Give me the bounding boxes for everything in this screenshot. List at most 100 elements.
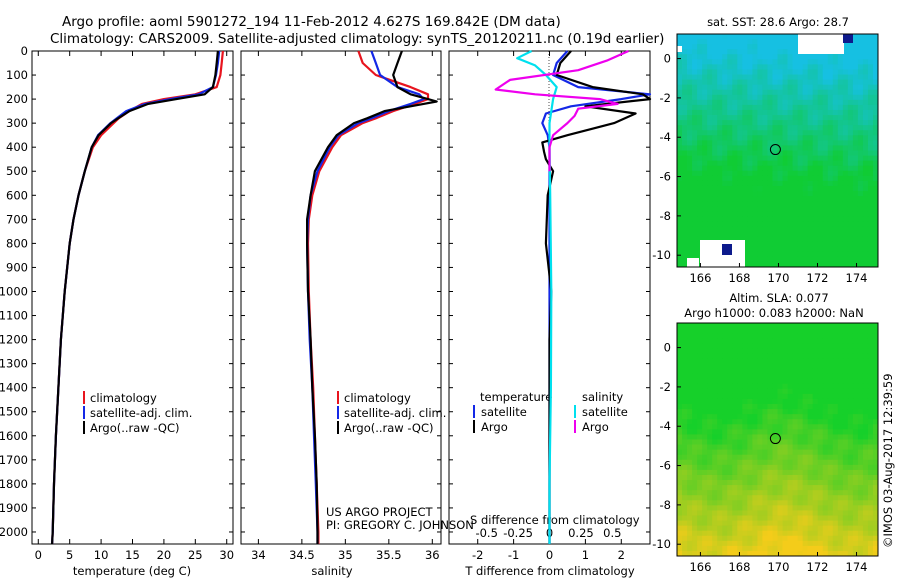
heatmap-cell xyxy=(742,261,748,268)
heatmap-cell xyxy=(857,510,864,516)
heatmap-cell xyxy=(762,216,768,222)
heatmap-cell xyxy=(742,540,748,547)
heatmap-cell xyxy=(742,353,748,359)
heatmap-cell xyxy=(867,211,874,217)
heatmap-cell xyxy=(687,424,693,430)
heatmap-cell xyxy=(807,530,814,537)
heatmap-cell xyxy=(742,439,748,445)
heatmap-cell xyxy=(782,191,788,197)
heatmap-cell xyxy=(722,155,728,162)
heatmap-cell xyxy=(782,140,788,146)
heatmap-cell xyxy=(742,99,748,106)
heatmap-cell xyxy=(857,328,864,334)
heatmap-cell xyxy=(787,434,793,440)
heatmap-cell xyxy=(722,94,728,101)
heatmap-cell xyxy=(737,49,743,55)
heatmap-cell xyxy=(722,206,728,212)
heatmap-cell xyxy=(827,474,834,481)
heatmap-cell xyxy=(827,485,834,491)
heatmap-cell xyxy=(687,419,693,425)
heatmap-cell xyxy=(752,94,758,101)
heatmap-cell xyxy=(857,373,864,380)
heatmap-cell xyxy=(802,510,809,516)
heatmap-cell xyxy=(787,464,793,471)
heatmap-cell xyxy=(827,550,834,557)
heatmap-cell xyxy=(742,490,748,496)
heatmap-cell xyxy=(752,84,758,91)
heatmap-cell xyxy=(762,353,768,359)
heatmap-cell xyxy=(822,226,829,232)
heatmap-cell xyxy=(692,323,698,329)
heatmap-cell xyxy=(767,343,773,349)
heatmap-cell xyxy=(802,226,809,232)
heatmap-cell xyxy=(812,444,819,451)
heatmap-cell xyxy=(852,165,859,172)
heatmap-cell xyxy=(752,74,758,80)
heatmap-cell xyxy=(747,469,753,476)
heatmap-cell xyxy=(747,84,753,91)
heatmap-cell xyxy=(692,388,698,395)
heatmap-cell xyxy=(677,469,683,476)
heatmap-cell xyxy=(862,180,869,187)
heatmap-cell xyxy=(827,216,834,222)
heatmap-cell xyxy=(752,469,758,476)
heatmap-cell xyxy=(752,49,758,55)
heatmap-cell xyxy=(787,515,793,521)
heatmap-cell xyxy=(687,495,693,501)
heatmap-cell xyxy=(837,444,844,451)
heatmap-cell xyxy=(797,54,804,60)
heatmap-cell xyxy=(772,373,778,380)
heatmap-cell xyxy=(772,150,778,156)
heatmap-cell xyxy=(852,130,859,136)
heatmap-cell xyxy=(717,464,723,471)
heatmap-cell xyxy=(697,125,703,131)
heatmap-cell xyxy=(812,424,819,430)
heatmap-cell xyxy=(867,140,874,146)
heatmap-cell xyxy=(752,104,758,111)
heatmap-cell xyxy=(742,485,748,491)
heatmap-cell xyxy=(862,454,869,461)
heatmap-cell xyxy=(732,409,738,415)
heatmap-cell xyxy=(842,398,849,405)
heatmap-cell xyxy=(747,439,753,445)
heatmap-cell xyxy=(722,150,728,156)
heatmap-cell xyxy=(777,530,783,537)
heatmap-cell xyxy=(767,201,773,207)
heatmap-cell xyxy=(727,348,733,354)
heatmap-cell xyxy=(807,231,814,238)
heatmap-cell xyxy=(677,69,683,75)
heatmap-cell xyxy=(722,419,728,425)
heatmap-cell xyxy=(767,109,773,116)
heatmap-cell xyxy=(712,454,718,461)
heatmap-cell xyxy=(787,424,793,430)
heatmap-cell xyxy=(782,155,788,162)
heatmap-cell xyxy=(862,140,869,146)
heatmap-cell xyxy=(842,323,849,329)
heatmap-cell xyxy=(677,459,683,466)
heatmap-cell xyxy=(797,175,804,182)
heatmap-cell xyxy=(812,185,819,192)
heatmap-cell xyxy=(857,414,864,420)
heatmap-cell xyxy=(737,221,743,227)
heatmap-cell xyxy=(802,201,809,207)
heatmap-cell xyxy=(782,368,788,375)
heatmap-cell xyxy=(762,256,768,263)
heatmap-cell xyxy=(777,140,783,146)
heatmap-cell xyxy=(822,120,829,126)
heatmap-cell xyxy=(827,226,834,232)
heatmap-cell xyxy=(742,135,748,141)
heatmap-cell xyxy=(742,246,748,253)
heatmap-cell xyxy=(687,109,693,116)
heatmap-cell xyxy=(852,505,859,511)
heatmap-cell xyxy=(857,424,864,430)
heatmap-cell xyxy=(832,54,839,60)
heatmap-cell xyxy=(762,323,768,329)
heatmap-cell xyxy=(787,535,793,542)
heatmap-cell xyxy=(702,505,708,511)
heatmap-cell xyxy=(832,211,839,217)
heatmap-cell xyxy=(722,140,728,146)
heatmap-cell xyxy=(777,398,783,405)
heatmap-cell xyxy=(747,185,753,192)
heatmap-cell xyxy=(722,99,728,106)
heatmap-cell xyxy=(857,39,864,45)
